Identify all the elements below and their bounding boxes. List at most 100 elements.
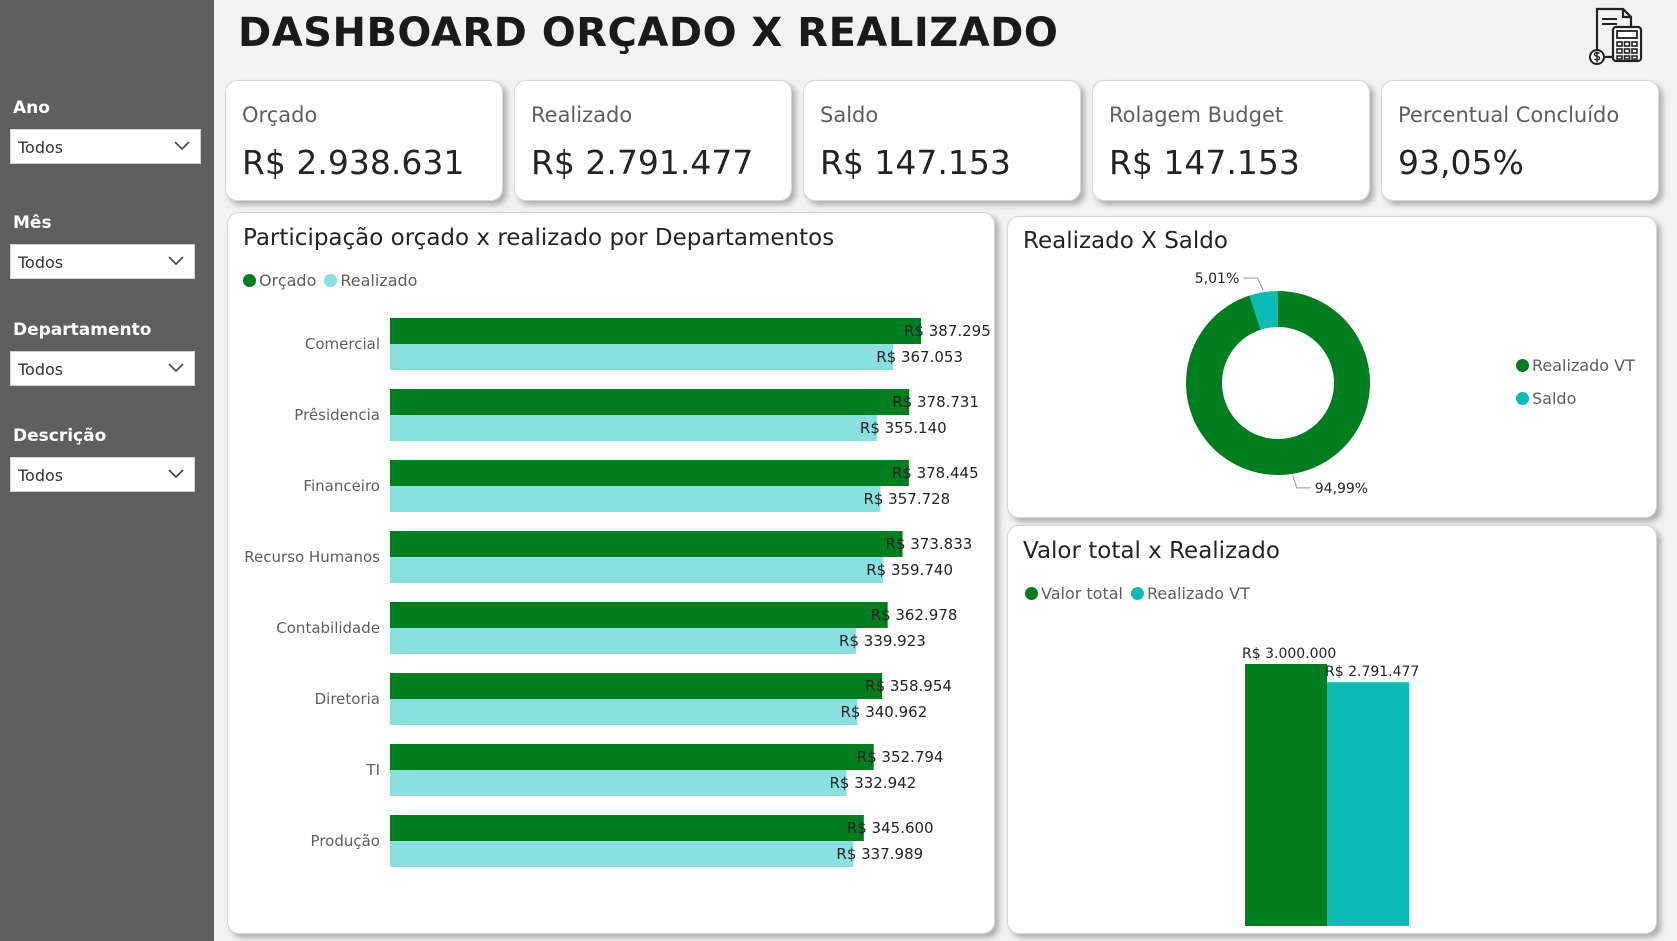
data-label: R$ 373.833 <box>886 535 973 553</box>
kpi-label: Realizado <box>531 103 633 127</box>
donut-data-label: 5,01% <box>1195 271 1239 287</box>
page-title: DASHBOARD ORÇADO X REALIZADO <box>238 10 1059 56</box>
data-label: R$ 3.000.000 <box>1242 646 1336 662</box>
filter-select-mes[interactable]: Todos <box>10 244 195 279</box>
legend-item-realizado-vt[interactable]: Realizado VT <box>1516 349 1635 382</box>
leader-line <box>1292 475 1311 489</box>
data-label: R$ 332.942 <box>829 774 916 792</box>
bar-realizado[interactable] <box>390 628 857 654</box>
bar-realizado[interactable] <box>390 770 847 796</box>
category-label: Recurso Humanos <box>244 548 380 566</box>
data-label: R$ 340.962 <box>840 703 927 721</box>
chart-legend: Valor total Realizado VT <box>1025 584 1258 603</box>
donut-chart-panel: Realizado X Saldo 94,99% 5,01% Realizado … <box>1007 216 1657 518</box>
filter-value-ano: Todos <box>18 138 64 157</box>
donut-data-label: 94,99% <box>1315 481 1368 497</box>
data-label: R$ 378.731 <box>892 393 979 411</box>
legend-item-saldo[interactable]: Saldo <box>1516 382 1635 415</box>
filter-label-mes: Mês <box>13 213 52 233</box>
data-label: R$ 337.989 <box>836 845 923 863</box>
data-label: R$ 345.600 <box>847 819 934 837</box>
bar-realizado-vt[interactable] <box>1327 682 1409 926</box>
kpi-value: R$ 147.153 <box>820 143 1011 182</box>
filter-label-descricao: Descrição <box>13 426 107 446</box>
filter-sidebar: Ano Todos Mês Todos Departamento Todos D… <box>0 0 214 941</box>
data-label: R$ 355.140 <box>860 419 947 437</box>
leader-line <box>1243 277 1264 291</box>
bar-orcado[interactable] <box>390 531 903 557</box>
bar-orcado[interactable] <box>390 815 864 841</box>
donut-slice-saldo[interactable] <box>1249 291 1278 330</box>
legend-item-orcado[interactable]: Orçado <box>243 271 316 290</box>
bar-realizado[interactable] <box>390 415 877 441</box>
realizado-saldo-donut-chart: 94,99% 5,01% <box>1186 271 1370 497</box>
data-label: R$ 339.923 <box>839 632 926 650</box>
data-label: R$ 2.791.477 <box>1325 664 1419 680</box>
chart-title: Participação orçado x realizado por Depa… <box>243 225 835 251</box>
kpi-label: Orçado <box>242 103 318 127</box>
bar-realizado[interactable] <box>390 486 881 512</box>
kpi-card-realizado: Realizado R$ 2.791.477 <box>514 80 792 201</box>
kpi-label: Rolagem Budget <box>1109 103 1284 127</box>
donut-slice-realizado-vt[interactable] <box>1186 291 1370 475</box>
chart-legend: Orçado Realizado <box>243 271 425 290</box>
filter-select-descricao[interactable]: Todos <box>10 457 195 492</box>
data-label: R$ 359.740 <box>866 561 953 579</box>
bar-realizado[interactable] <box>390 344 894 370</box>
bar-orcado[interactable] <box>390 389 910 415</box>
filter-value-departamento: Todos <box>18 360 64 379</box>
department-bar-chart-panel: Participação orçado x realizado por Depa… <box>227 212 995 934</box>
data-label: R$ 352.794 <box>857 748 944 766</box>
legend-item-valor-total[interactable]: Valor total <box>1025 584 1123 603</box>
donut-legend: Realizado VT Saldo <box>1516 349 1635 415</box>
category-label: TI <box>365 761 380 779</box>
category-label: Contabilidade <box>276 619 380 637</box>
filter-value-descricao: Todos <box>18 466 64 485</box>
total-vs-realizado-chart-panel: Valor total x Realizado Valor total Real… <box>1007 525 1657 934</box>
bar-valor-total[interactable] <box>1245 664 1327 926</box>
data-label: R$ 362.978 <box>871 606 958 624</box>
bar-realizado[interactable] <box>390 699 858 725</box>
kpi-value: R$ 147.153 <box>1109 143 1300 182</box>
kpi-card-percentual-concluido: Percentual Concluído 93,05% <box>1381 80 1659 201</box>
bar-orcado[interactable] <box>390 318 921 344</box>
bar-orcado[interactable] <box>390 744 874 770</box>
chevron-down-icon <box>168 363 184 373</box>
kpi-value: R$ 2.938.631 <box>242 143 465 182</box>
category-label: Financeiro <box>303 477 380 495</box>
bar-realizado[interactable] <box>390 557 884 583</box>
filter-label-ano: Ano <box>13 98 50 118</box>
chevron-down-icon <box>174 141 190 151</box>
data-label: R$ 387.295 <box>904 322 991 340</box>
bar-orcado[interactable] <box>390 602 888 628</box>
department-bar-chart: Comercial R$ 387.295 R$ 367.053 Prêsidencia… <box>244 318 991 867</box>
budget-calculator-icon <box>1589 7 1643 65</box>
filter-value-mes: Todos <box>18 253 64 272</box>
data-label: R$ 357.728 <box>863 490 950 508</box>
legend-item-realizado-vt[interactable]: Realizado VT <box>1131 584 1250 603</box>
data-label: R$ 358.954 <box>865 677 952 695</box>
total-vs-realizado-bar-chart: R$ 3.000.000 R$ 2.791.477 <box>1242 646 1419 926</box>
chevron-down-icon <box>168 256 184 266</box>
kpi-label: Saldo <box>820 103 879 127</box>
chart-title: Valor total x Realizado <box>1023 538 1280 564</box>
kpi-label: Percentual Concluído <box>1398 103 1620 127</box>
kpi-value: 93,05% <box>1398 143 1524 182</box>
category-label: Prêsidencia <box>294 406 380 424</box>
legend-item-realizado[interactable]: Realizado <box>324 271 417 290</box>
kpi-card-orcado: Orçado R$ 2.938.631 <box>225 80 503 201</box>
category-label: Diretoria <box>315 690 380 708</box>
kpi-card-saldo: Saldo R$ 147.153 <box>803 80 1081 201</box>
kpi-card-rolagem-budget: Rolagem Budget R$ 147.153 <box>1092 80 1370 201</box>
data-label: R$ 378.445 <box>892 464 979 482</box>
category-label: Comercial <box>305 335 380 353</box>
filter-select-ano[interactable]: Todos <box>10 129 201 164</box>
filter-label-departamento: Departamento <box>13 320 152 340</box>
bar-realizado[interactable] <box>390 841 854 867</box>
data-label: R$ 367.053 <box>876 348 963 366</box>
kpi-value: R$ 2.791.477 <box>531 143 754 182</box>
bar-orcado[interactable] <box>390 460 909 486</box>
filter-select-departamento[interactable]: Todos <box>10 351 195 386</box>
chevron-down-icon <box>168 469 184 479</box>
bar-orcado[interactable] <box>390 673 883 699</box>
